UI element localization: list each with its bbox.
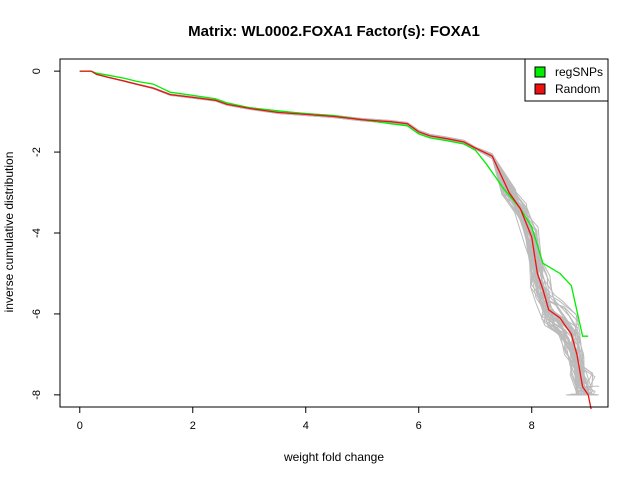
x-tick-label: 8: [529, 420, 535, 432]
y-tick-label: 0: [31, 68, 43, 74]
x-axis: 0 2 4 6 8: [77, 407, 535, 432]
y-axis-label: inverse cumulative distribution: [2, 152, 16, 313]
y-axis: 0 -2 -4 -6 -8: [31, 68, 60, 400]
y-tick-label: -8: [31, 390, 43, 400]
legend-swatch: [534, 66, 546, 78]
legend-label: regSNPs: [555, 65, 603, 79]
legend-label: Random: [555, 82, 600, 96]
x-tick-label: 0: [77, 420, 83, 432]
y-tick-label: -2: [31, 147, 43, 157]
x-tick-label: 2: [190, 420, 196, 432]
legend: regSNPs Random: [524, 58, 609, 102]
y-tick-label: -4: [31, 228, 43, 238]
legend-swatch: [534, 83, 546, 95]
y-tick-label: -6: [31, 309, 43, 319]
series-line-regsnps: [79, 70, 589, 337]
x-tick-label: 4: [303, 420, 309, 432]
x-axis-label: weight fold change: [283, 450, 384, 464]
series-line-random: [79, 70, 592, 410]
x-tick-label: 6: [416, 420, 422, 432]
chart-title: Matrix: WL0002.FOXA1 Factor(s): FOXA1: [188, 23, 480, 40]
series-layer: [79, 70, 592, 410]
